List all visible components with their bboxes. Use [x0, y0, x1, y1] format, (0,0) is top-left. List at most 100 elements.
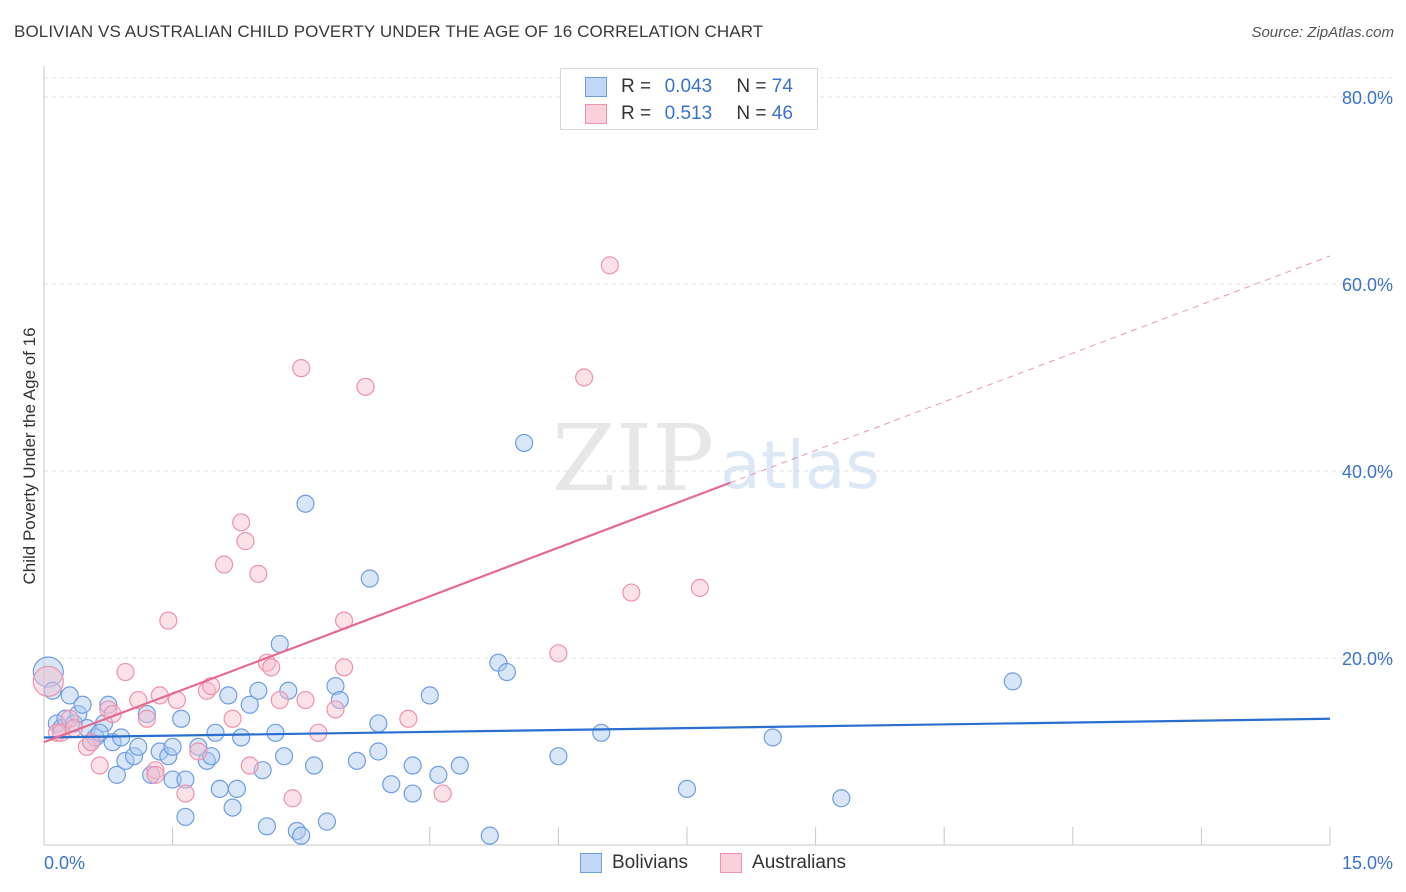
bolivian-point [304, 756, 324, 775]
legend-n-label: N = [736, 76, 767, 97]
bolivian-trend-line [43, 717, 1331, 739]
legend-n-value: 46 [771, 103, 793, 124]
trend-layer [43, 255, 1331, 744]
australian-point [249, 564, 268, 583]
bolivian-point [763, 728, 782, 747]
bolivian-point [403, 784, 422, 803]
bolivian-point [249, 681, 268, 700]
bolivian-point [257, 817, 277, 836]
legend-n-label: N = [736, 103, 767, 124]
axis-layer [43, 66, 1331, 846]
legend-r-label: R = [621, 103, 652, 124]
grid-layer [44, 77, 1392, 659]
bolivian-point [292, 826, 311, 845]
legend-item-australians: Australians [720, 852, 846, 874]
australian-point [60, 709, 79, 728]
bolivian-point [326, 676, 345, 696]
australian-point [202, 676, 221, 696]
australian-point [292, 359, 311, 378]
bolivian-point [240, 695, 259, 714]
bolivian-point [163, 737, 182, 756]
bolivian-point [129, 737, 148, 756]
chart-source: Source: ZipAtlas.com [1251, 24, 1394, 41]
australian-point [622, 583, 641, 602]
series-legend: Bolivians Australians [580, 852, 878, 874]
australian-point [283, 789, 302, 808]
watermark-zip: ZIP [552, 405, 714, 512]
tick-label-layer: 20.0% 40.0% 60.0% 80.0% 0.0% 15.0% [44, 88, 1393, 873]
australian-point [32, 665, 64, 697]
legend-r-label: R = [621, 76, 652, 97]
bolivian-point [549, 747, 568, 766]
bolivian-point [274, 747, 294, 766]
bolivian-point [210, 779, 229, 799]
australian-point [137, 709, 156, 728]
bolivian-point [116, 751, 135, 770]
bolivian-point [176, 770, 195, 789]
chart-title: BOLIVIAN VS AUSTRALIAN CHILD POVERTY UND… [14, 22, 764, 41]
bolivian-point [137, 704, 156, 724]
bolivian-point [1003, 672, 1022, 691]
bolivian-point [107, 765, 126, 784]
australian-point [189, 742, 208, 761]
x-tick-label-min: 0.0% [44, 853, 85, 873]
legend-n-value: 74 [771, 76, 793, 97]
bolivian-point [176, 807, 195, 827]
legend-row-bolivians: R = 0.043 N = 74 [585, 75, 793, 99]
australian-point [356, 377, 375, 396]
bolivian-point [360, 569, 379, 588]
bolivian-point [429, 765, 448, 784]
bolivian-point [420, 686, 439, 705]
legend-label-bolivians: Bolivians [612, 852, 689, 873]
x-tick-label-max: 15.0% [1342, 853, 1393, 873]
bolivian-point [317, 812, 337, 831]
australian-point [232, 513, 251, 532]
bolivian-point [43, 681, 62, 700]
bolivian-point [497, 662, 517, 682]
legend-r-value: 0.043 [664, 76, 713, 97]
australian-point [296, 690, 315, 710]
watermark-atlas: atlas [720, 427, 880, 504]
bolivian-point [296, 494, 315, 513]
bolivian-point [382, 775, 401, 794]
y-tick-label: 60.0% [1342, 275, 1393, 295]
watermark: ZIP atlas [552, 405, 880, 512]
australian-trend-extension [729, 255, 1331, 484]
bolivian-point [103, 733, 122, 752]
y-tick-label: 80.0% [1342, 88, 1393, 108]
bolivian-point [73, 695, 92, 714]
australian-point [270, 690, 289, 710]
bolivian-point [450, 756, 469, 775]
legend-item-bolivians: Bolivians [580, 852, 688, 874]
bolivian-point [189, 737, 208, 756]
points-layer [32, 256, 1022, 845]
australian-point [159, 611, 178, 630]
australian-point [146, 761, 165, 780]
bolivian-point [223, 798, 242, 817]
australian-point [690, 578, 709, 597]
bolivian-point [832, 789, 851, 808]
stats-legend: R = 0.043 N = 74 R = 0.513 N = 46 [560, 68, 818, 130]
bolivian-point [163, 770, 182, 789]
legend-row-australians: R = 0.513 N = 46 [585, 102, 793, 126]
australian-point [116, 662, 135, 682]
australian-point [240, 756, 259, 775]
bolivian-point [227, 779, 246, 799]
australian-point [262, 658, 281, 677]
australian-point [236, 532, 255, 551]
australian-point [223, 709, 242, 728]
australian-point [146, 765, 165, 784]
australian-point [326, 700, 345, 719]
legend-swatch-blue [585, 77, 607, 97]
bolivian-point [219, 686, 238, 705]
bolivian-point [172, 709, 191, 728]
y-tick-label: 20.0% [1342, 649, 1393, 669]
legend-swatch-pink [585, 104, 607, 124]
bolivian-point [515, 433, 534, 453]
bolivian-point [124, 747, 144, 766]
australian-point [575, 368, 594, 387]
australian-point [600, 256, 619, 275]
bolivian-point [677, 779, 697, 799]
australian-point [399, 709, 418, 728]
